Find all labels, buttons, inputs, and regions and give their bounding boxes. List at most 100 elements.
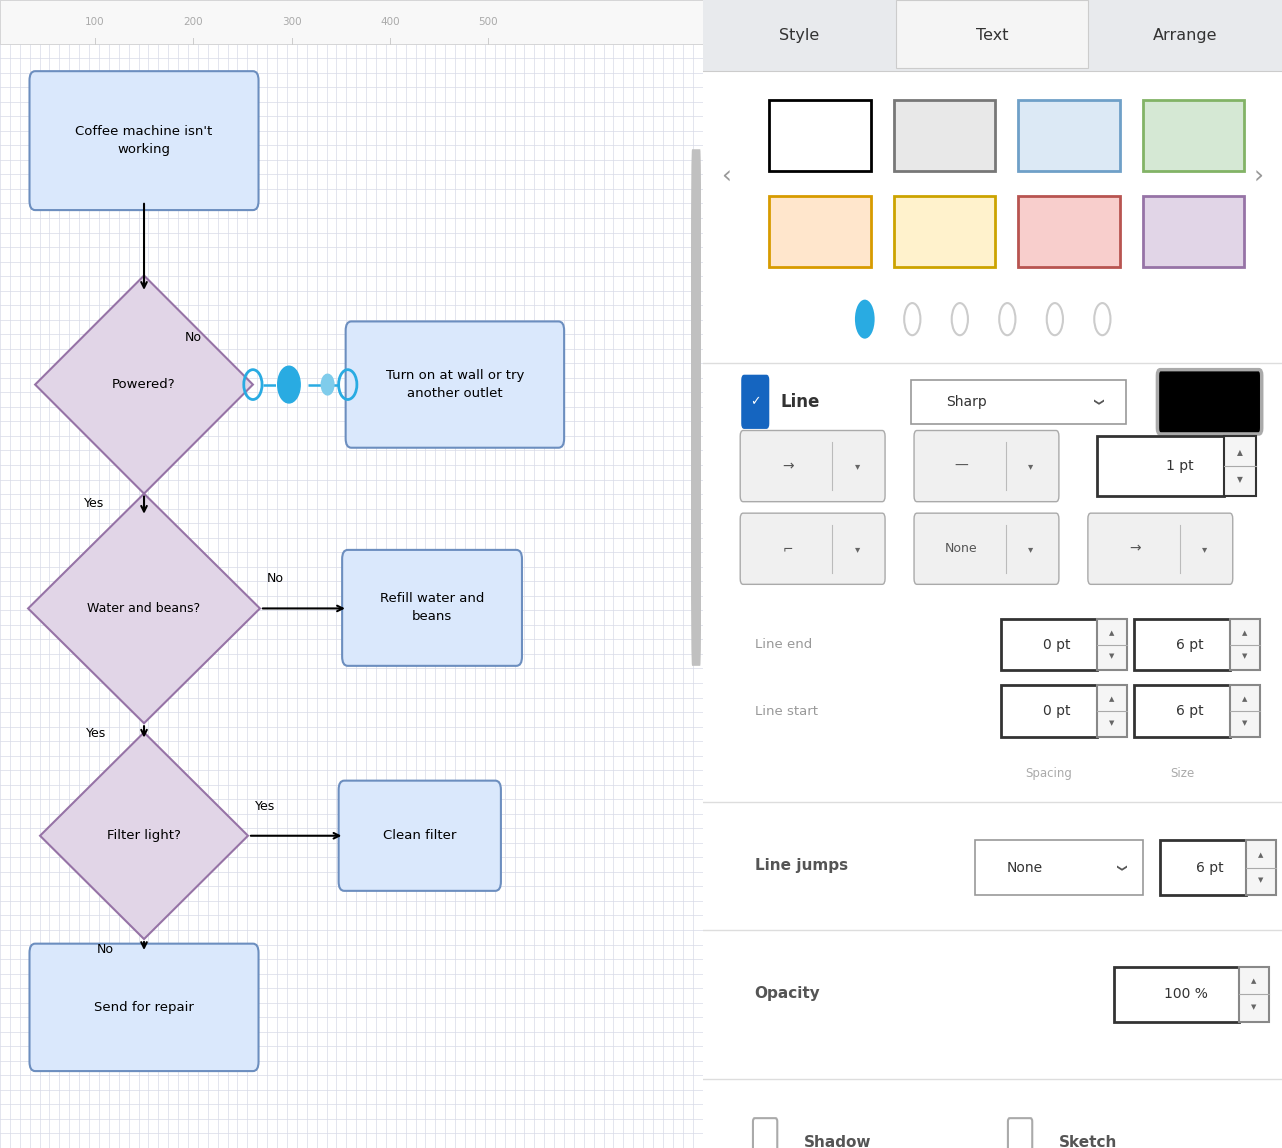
Text: Powered?: Powered? xyxy=(113,378,176,391)
Text: Sharp: Sharp xyxy=(946,395,987,409)
Text: Water and beans?: Water and beans? xyxy=(87,602,200,615)
Text: ▼: ▼ xyxy=(1259,877,1264,884)
Text: ▲: ▲ xyxy=(1109,630,1114,636)
FancyBboxPatch shape xyxy=(0,0,703,44)
Text: ❯: ❯ xyxy=(1091,397,1101,406)
Text: ▼: ▼ xyxy=(1237,475,1244,484)
FancyBboxPatch shape xyxy=(1229,685,1260,737)
Text: 6 pt: 6 pt xyxy=(1176,637,1204,652)
Text: ▲: ▲ xyxy=(1259,852,1264,859)
Circle shape xyxy=(322,374,333,395)
FancyBboxPatch shape xyxy=(1001,685,1096,737)
FancyBboxPatch shape xyxy=(1229,619,1260,670)
Text: 500: 500 xyxy=(478,17,499,26)
Text: Send for repair: Send for repair xyxy=(94,1001,194,1014)
FancyBboxPatch shape xyxy=(1088,513,1233,584)
Text: ‹: ‹ xyxy=(720,165,731,188)
Text: 400: 400 xyxy=(379,17,400,26)
FancyBboxPatch shape xyxy=(1144,196,1245,267)
Text: 0 pt: 0 pt xyxy=(1042,637,1070,652)
Text: 6 pt: 6 pt xyxy=(1196,861,1224,875)
Text: Filter light?: Filter light? xyxy=(108,829,181,843)
FancyBboxPatch shape xyxy=(914,430,1059,502)
Text: ▾: ▾ xyxy=(1203,544,1208,553)
Text: None: None xyxy=(1006,861,1042,875)
FancyBboxPatch shape xyxy=(1224,436,1256,496)
FancyBboxPatch shape xyxy=(1246,840,1276,895)
Text: —: — xyxy=(955,459,968,473)
FancyBboxPatch shape xyxy=(742,375,769,428)
Text: ▼: ▼ xyxy=(1109,720,1114,726)
Text: Line start: Line start xyxy=(755,705,818,718)
FancyBboxPatch shape xyxy=(769,100,870,171)
Text: ▲: ▲ xyxy=(1242,697,1247,703)
FancyBboxPatch shape xyxy=(753,1118,777,1148)
Text: 1 pt: 1 pt xyxy=(1165,459,1194,473)
Text: Spacing: Spacing xyxy=(1026,767,1073,781)
Polygon shape xyxy=(28,494,260,723)
Polygon shape xyxy=(40,732,247,939)
Text: Line: Line xyxy=(781,393,820,411)
Text: ❯: ❯ xyxy=(1115,863,1124,872)
FancyBboxPatch shape xyxy=(896,0,1088,68)
Text: ▲: ▲ xyxy=(1109,697,1114,703)
FancyBboxPatch shape xyxy=(1008,1118,1032,1148)
FancyBboxPatch shape xyxy=(1096,436,1224,496)
FancyBboxPatch shape xyxy=(740,513,885,584)
Text: Shadow: Shadow xyxy=(804,1134,872,1148)
Text: ▲: ▲ xyxy=(1237,448,1244,457)
Text: Line jumps: Line jumps xyxy=(755,858,847,874)
Text: ▾: ▾ xyxy=(1028,544,1033,553)
Text: Yes: Yes xyxy=(255,800,276,813)
Text: ▾: ▾ xyxy=(1028,461,1033,471)
Text: Line end: Line end xyxy=(755,638,812,651)
Text: →: → xyxy=(782,459,794,473)
Text: Clean filter: Clean filter xyxy=(383,829,456,843)
Text: ▼: ▼ xyxy=(1251,1003,1256,1010)
Text: Size: Size xyxy=(1170,767,1195,781)
FancyBboxPatch shape xyxy=(740,430,885,502)
Text: Text: Text xyxy=(976,28,1009,44)
FancyBboxPatch shape xyxy=(1114,967,1238,1022)
FancyBboxPatch shape xyxy=(346,321,564,448)
FancyBboxPatch shape xyxy=(769,196,870,267)
Text: ▾: ▾ xyxy=(855,461,860,471)
Text: ▲: ▲ xyxy=(1251,978,1256,985)
Circle shape xyxy=(855,300,874,339)
Text: ⌐: ⌐ xyxy=(782,542,792,556)
Text: 100 %: 100 % xyxy=(1164,987,1208,1001)
FancyBboxPatch shape xyxy=(1135,685,1229,737)
Text: 300: 300 xyxy=(282,17,301,26)
Polygon shape xyxy=(35,276,253,494)
Text: ✓: ✓ xyxy=(750,395,760,409)
FancyBboxPatch shape xyxy=(1018,100,1119,171)
FancyBboxPatch shape xyxy=(703,0,1282,71)
Text: 200: 200 xyxy=(183,17,203,26)
FancyBboxPatch shape xyxy=(29,71,259,210)
Text: Arrange: Arrange xyxy=(1154,28,1218,44)
Text: →: → xyxy=(1129,542,1141,556)
FancyBboxPatch shape xyxy=(894,196,995,267)
Text: Turn on at wall or try
another outlet: Turn on at wall or try another outlet xyxy=(386,369,524,401)
FancyBboxPatch shape xyxy=(1018,196,1119,267)
Text: ▼: ▼ xyxy=(1242,720,1247,726)
Text: 6 pt: 6 pt xyxy=(1176,704,1204,719)
FancyBboxPatch shape xyxy=(1238,967,1269,1022)
FancyBboxPatch shape xyxy=(338,781,501,891)
FancyBboxPatch shape xyxy=(691,149,701,666)
Text: No: No xyxy=(97,943,114,955)
Text: ▼: ▼ xyxy=(1242,653,1247,659)
Text: 0 pt: 0 pt xyxy=(1042,704,1070,719)
FancyBboxPatch shape xyxy=(1158,370,1261,434)
Text: No: No xyxy=(267,573,285,585)
Text: Yes: Yes xyxy=(85,497,104,510)
Text: ▾: ▾ xyxy=(855,544,860,553)
FancyBboxPatch shape xyxy=(914,513,1059,584)
Text: Style: Style xyxy=(779,28,819,44)
FancyBboxPatch shape xyxy=(29,944,259,1071)
Text: Yes: Yes xyxy=(86,727,106,739)
FancyBboxPatch shape xyxy=(1135,619,1229,670)
Text: None: None xyxy=(945,542,978,556)
FancyBboxPatch shape xyxy=(1144,100,1245,171)
FancyBboxPatch shape xyxy=(974,840,1144,895)
